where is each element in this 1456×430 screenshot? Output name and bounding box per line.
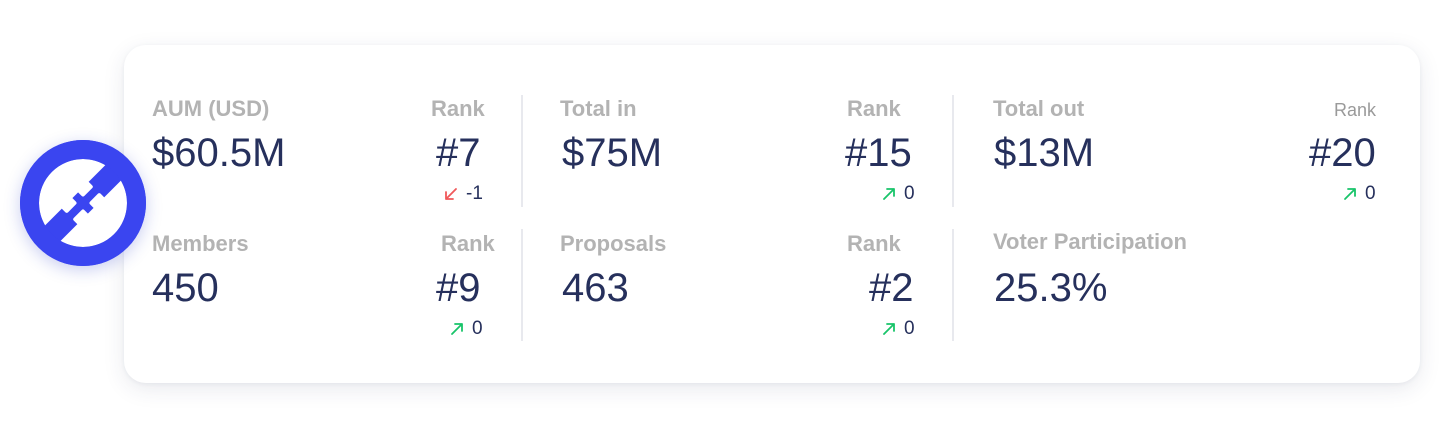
arrow-up-right-icon: [450, 322, 464, 336]
voter-participation-value: 25.3%: [994, 266, 1108, 310]
members-rank-change-value: 0: [472, 318, 483, 339]
members-label: Members: [152, 231, 249, 256]
total-out-value: $13M: [994, 131, 1095, 175]
proposals-rank-change: 0: [882, 318, 915, 340]
proposals-rank-change-value: 0: [904, 318, 915, 339]
proposals-rank-label: Rank: [847, 231, 901, 256]
proposals-label: Proposals: [560, 231, 667, 256]
total-in-rank-label: Rank: [847, 96, 901, 121]
total-in-value: $75M: [562, 131, 663, 175]
total-out-rank-change: 0: [1343, 183, 1376, 205]
aum-rank-change-value: -1: [466, 183, 483, 204]
aum-rank-label: Rank: [431, 96, 485, 121]
aum-rank-change: -1: [444, 183, 483, 205]
total-out-rank-label: Rank: [1334, 100, 1377, 120]
aum-value: $60.5M: [152, 131, 286, 175]
arrow-up-right-icon: [882, 187, 896, 201]
arrow-up-right-icon: [882, 322, 896, 336]
proposals-rank-value: #2: [869, 266, 914, 310]
proposals-value: 463: [562, 266, 629, 310]
divider: [952, 229, 954, 341]
members-rank-label: Rank: [441, 231, 495, 256]
divider: [521, 229, 523, 341]
total-in-rank-value: #15: [845, 131, 912, 175]
total-in-rank-change-value: 0: [904, 183, 915, 204]
stats-card: AUM (USD) $60.5M Rank #7 -1 Total in $75…: [124, 45, 1420, 383]
dao-logo-icon: [20, 140, 146, 266]
arrow-up-right-icon: [1343, 187, 1357, 201]
total-out-rank-change-value: 0: [1365, 183, 1376, 204]
divider: [952, 95, 954, 207]
total-out-label: Total out: [993, 96, 1085, 121]
divider: [521, 95, 523, 207]
aum-rank-value: #7: [436, 131, 481, 175]
total-in-label: Total in: [560, 96, 637, 121]
voter-participation-label: Voter Participation: [993, 229, 1187, 254]
total-in-rank-change: 0: [882, 183, 915, 205]
members-rank-value: #9: [436, 266, 481, 310]
aum-label: AUM (USD): [152, 96, 270, 121]
members-value: 450: [152, 266, 219, 310]
total-out-rank-value: #20: [1309, 131, 1376, 175]
members-rank-change: 0: [450, 318, 483, 340]
arrow-down-left-icon: [444, 187, 458, 201]
